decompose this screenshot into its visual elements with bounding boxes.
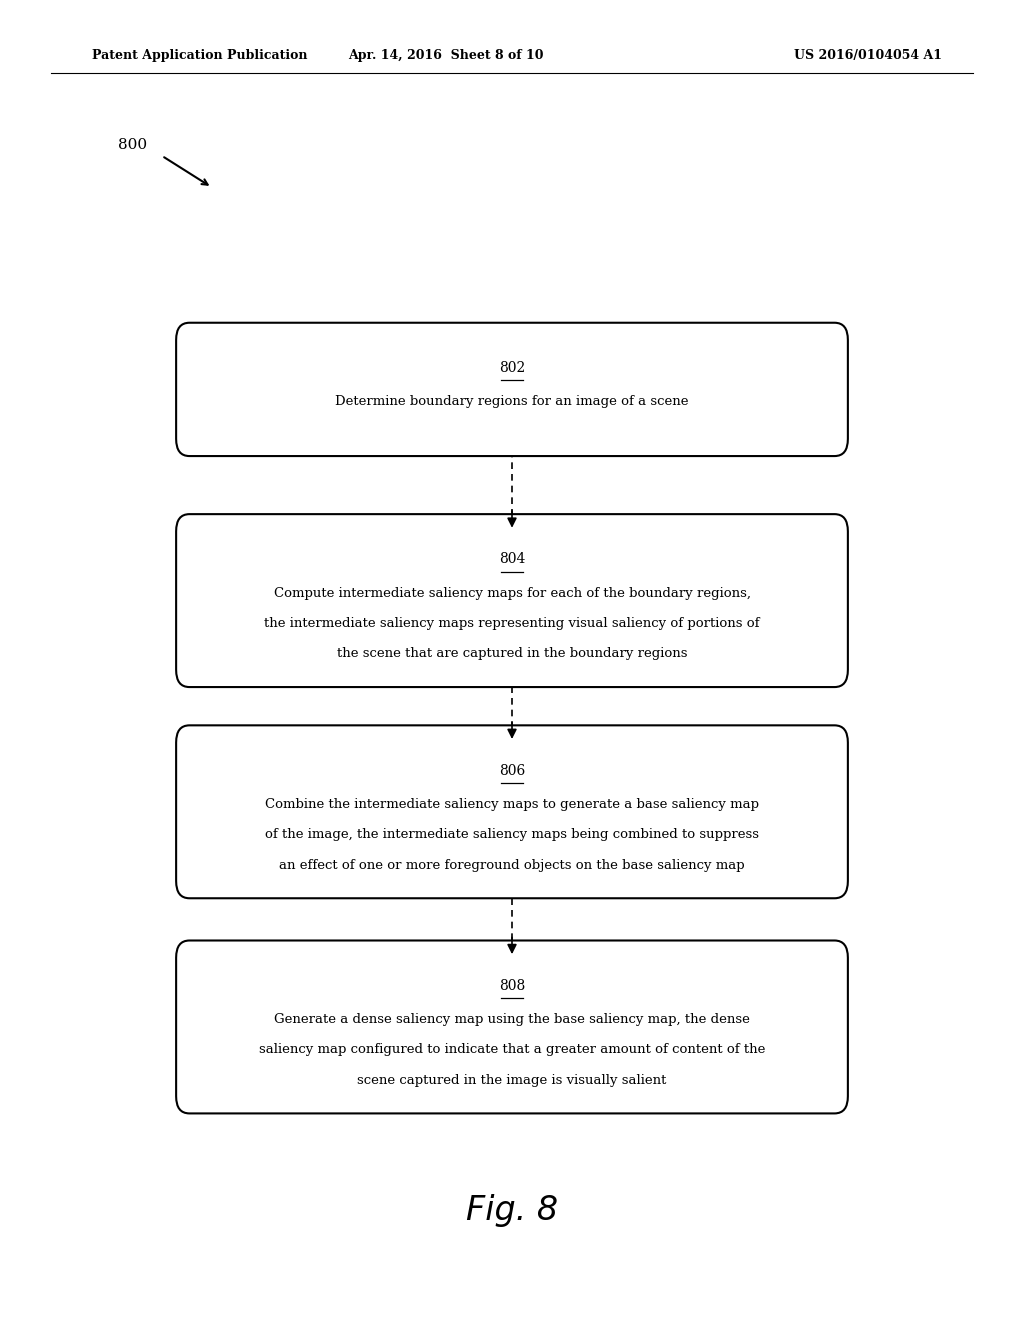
Text: 802: 802 xyxy=(499,362,525,375)
Text: Apr. 14, 2016  Sheet 8 of 10: Apr. 14, 2016 Sheet 8 of 10 xyxy=(348,49,543,62)
Text: of the image, the intermediate saliency maps being combined to suppress: of the image, the intermediate saliency … xyxy=(265,829,759,841)
Text: 804: 804 xyxy=(499,552,525,566)
Text: Patent Application Publication: Patent Application Publication xyxy=(92,49,307,62)
Text: Combine the intermediate saliency maps to generate a base saliency map: Combine the intermediate saliency maps t… xyxy=(265,797,759,810)
Text: 800: 800 xyxy=(118,139,146,152)
Text: 808: 808 xyxy=(499,979,525,993)
FancyBboxPatch shape xyxy=(176,940,848,1114)
Text: 806: 806 xyxy=(499,763,525,777)
FancyBboxPatch shape xyxy=(176,513,848,686)
Text: scene captured in the image is visually salient: scene captured in the image is visually … xyxy=(357,1074,667,1086)
Text: Determine boundary regions for an image of a scene: Determine boundary regions for an image … xyxy=(335,396,689,408)
FancyBboxPatch shape xyxy=(176,726,848,898)
Text: the scene that are captured in the boundary regions: the scene that are captured in the bound… xyxy=(337,648,687,660)
Text: an effect of one or more foreground objects on the base saliency map: an effect of one or more foreground obje… xyxy=(280,859,744,871)
Text: Fig. 8: Fig. 8 xyxy=(466,1193,558,1228)
Text: saliency map configured to indicate that a greater amount of content of the: saliency map configured to indicate that… xyxy=(259,1043,765,1056)
Text: the intermediate saliency maps representing visual saliency of portions of: the intermediate saliency maps represent… xyxy=(264,618,760,630)
FancyBboxPatch shape xyxy=(176,323,848,457)
Text: US 2016/0104054 A1: US 2016/0104054 A1 xyxy=(794,49,942,62)
Text: Generate a dense saliency map using the base saliency map, the dense: Generate a dense saliency map using the … xyxy=(274,1014,750,1026)
Text: Compute intermediate saliency maps for each of the boundary regions,: Compute intermediate saliency maps for e… xyxy=(273,586,751,599)
